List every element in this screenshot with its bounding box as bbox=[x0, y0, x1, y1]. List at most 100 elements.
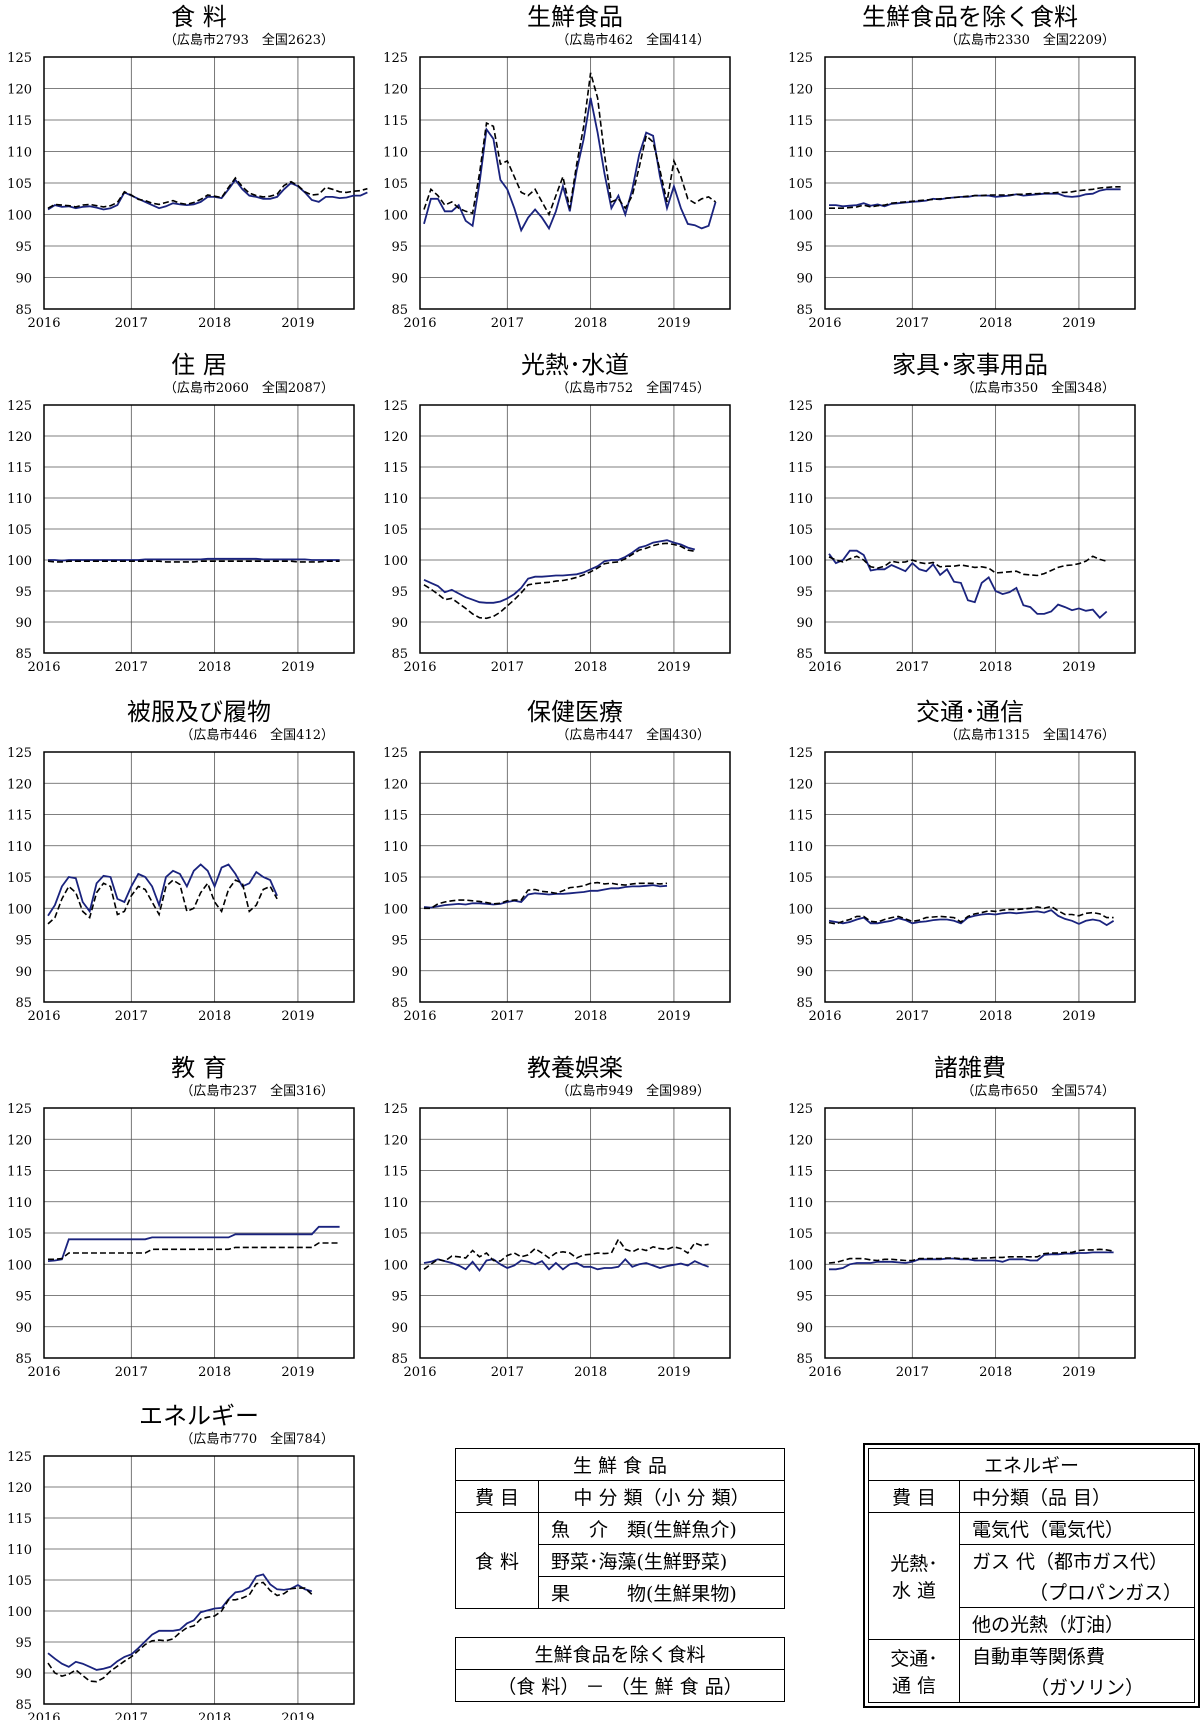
chart-subtitle: （広島市447 全国430） bbox=[556, 727, 710, 743]
y-tick-label: 100 bbox=[383, 209, 408, 224]
series-line-national bbox=[423, 72, 717, 217]
y-tick-label: 105 bbox=[7, 177, 32, 192]
plot-frame bbox=[43, 56, 355, 310]
y-tick-label: 110 bbox=[7, 1543, 32, 1558]
y-tick-label: 125 bbox=[788, 746, 813, 761]
energy-group-transport: 交通･ 通 信 bbox=[868, 1639, 960, 1703]
y-tick-label: 110 bbox=[788, 840, 813, 855]
energy-row-gas: ガス 代（都市ガス代） bbox=[959, 1544, 1195, 1576]
chart-title: 諸雑費 bbox=[934, 1054, 1006, 1082]
y-tick-label: 95 bbox=[15, 240, 32, 255]
y-tick-label: 125 bbox=[788, 399, 813, 414]
plot-frame bbox=[824, 751, 1136, 1003]
plot-frame bbox=[43, 1107, 355, 1359]
x-tick-label: 2016 bbox=[27, 1365, 60, 1380]
y-tick-label: 85 bbox=[15, 996, 32, 1011]
y-tick-label: 115 bbox=[7, 809, 32, 824]
y-tick-label: 95 bbox=[391, 585, 408, 600]
x-tick-label: 2017 bbox=[115, 1009, 148, 1024]
exclude-table-formula: （食 料） － （生 鮮 食 品） bbox=[455, 1669, 785, 1702]
chart-title: 生鮮食品を除く食料 bbox=[862, 3, 1078, 31]
y-tick-label: 105 bbox=[383, 1227, 408, 1242]
y-tick-label: 125 bbox=[788, 1102, 813, 1117]
y-tick-label: 85 bbox=[391, 1352, 408, 1367]
chart-subtitle: （広島市237 全国316） bbox=[180, 1083, 334, 1099]
y-tick-label: 105 bbox=[788, 177, 813, 192]
chart-title: 生鮮食品 bbox=[527, 3, 623, 31]
y-tick-label: 90 bbox=[796, 272, 813, 287]
y-tick-label: 90 bbox=[391, 965, 408, 980]
chart-title: 光熱･水道 bbox=[521, 351, 629, 379]
x-tick-label: 2019 bbox=[657, 660, 690, 675]
y-tick-label: 85 bbox=[15, 1352, 32, 1367]
plot-frame bbox=[43, 1455, 355, 1705]
fresh-food-row: 魚 介 類(生鮮魚介) bbox=[538, 1512, 785, 1545]
x-tick-label: 2016 bbox=[808, 660, 841, 675]
y-tick-label: 105 bbox=[788, 523, 813, 538]
y-tick-label: 85 bbox=[796, 996, 813, 1011]
plot-frame bbox=[824, 56, 1136, 310]
fresh-food-row: 野菜･海藻(生鮮野菜) bbox=[538, 1544, 785, 1577]
y-tick-label: 90 bbox=[15, 1321, 32, 1336]
x-tick-label: 2019 bbox=[1062, 1365, 1095, 1380]
energy-group-transport-line2: 通 信 bbox=[891, 1675, 937, 1697]
x-tick-label: 2017 bbox=[491, 1009, 524, 1024]
y-tick-label: 110 bbox=[788, 146, 813, 161]
x-tick-label: 2016 bbox=[27, 660, 60, 675]
y-tick-label: 120 bbox=[7, 777, 32, 792]
y-tick-label: 85 bbox=[391, 303, 408, 318]
y-tick-label: 105 bbox=[788, 871, 813, 886]
series-line-hiroshima bbox=[47, 1225, 340, 1262]
x-tick-label: 2017 bbox=[115, 1365, 148, 1380]
x-tick-label: 2019 bbox=[1062, 1009, 1095, 1024]
y-tick-label: 115 bbox=[788, 809, 813, 824]
y-tick-label: 105 bbox=[7, 1574, 32, 1589]
x-tick-label: 2017 bbox=[115, 660, 148, 675]
chart-title: 交通･通信 bbox=[916, 698, 1024, 726]
x-tick-label: 2016 bbox=[403, 316, 436, 331]
series-line-national bbox=[47, 560, 340, 563]
y-tick-label: 105 bbox=[383, 871, 408, 886]
chart-panel: 保健医療（広島市447 全国430） 85 90 95 100 105 110 115 120 1… bbox=[383, 698, 731, 1024]
x-tick-label: 2018 bbox=[198, 1009, 231, 1024]
x-tick-label: 2018 bbox=[979, 1365, 1012, 1380]
y-tick-label: 90 bbox=[391, 1321, 408, 1336]
y-tick-label: 120 bbox=[383, 1133, 408, 1148]
y-tick-label: 85 bbox=[796, 647, 813, 662]
fresh-food-row: 果 物(生鮮果物) bbox=[538, 1576, 785, 1609]
series-line-hiroshima bbox=[829, 188, 1121, 208]
chart-title: 教 育 bbox=[171, 1054, 227, 1082]
energy-table-frame: エネルギー 費 目 中分類（品 目） 光熱･ 水 道 電気代（電気代） ガス 代… bbox=[863, 1443, 1200, 1708]
y-tick-label: 95 bbox=[15, 934, 32, 949]
y-tick-label: 110 bbox=[7, 492, 32, 507]
chart-subtitle: （広島市1315 全国1476） bbox=[945, 727, 1115, 743]
y-tick-label: 105 bbox=[383, 523, 408, 538]
x-tick-label: 2016 bbox=[403, 1009, 436, 1024]
y-tick-label: 90 bbox=[391, 272, 408, 287]
y-tick-label: 95 bbox=[796, 934, 813, 949]
y-tick-label: 115 bbox=[7, 461, 32, 476]
chart-subtitle: （広島市770 全国784） bbox=[180, 1431, 334, 1447]
plot-frame bbox=[43, 404, 355, 654]
y-tick-label: 90 bbox=[15, 965, 32, 980]
chart-subtitle: （広島市2330 全国2209） bbox=[945, 32, 1115, 48]
x-tick-label: 2019 bbox=[1062, 316, 1095, 331]
y-tick-label: 115 bbox=[7, 114, 32, 129]
fresh-food-header-right: 中 分 類（小 分 類） bbox=[538, 1480, 785, 1513]
x-tick-label: 2018 bbox=[979, 1009, 1012, 1024]
x-tick-label: 2019 bbox=[657, 1009, 690, 1024]
chart-title: 被服及び履物 bbox=[127, 698, 271, 726]
x-tick-label: 2017 bbox=[896, 660, 929, 675]
x-tick-label: 2018 bbox=[574, 660, 607, 675]
series-line-hiroshima bbox=[47, 1573, 313, 1671]
y-tick-label: 95 bbox=[796, 240, 813, 255]
energy-group-transport-line1: 交通･ bbox=[890, 1648, 938, 1670]
y-tick-label: 90 bbox=[15, 1667, 32, 1682]
x-tick-label: 2018 bbox=[198, 660, 231, 675]
y-tick-label: 100 bbox=[7, 554, 32, 569]
y-tick-label: 125 bbox=[7, 1450, 32, 1465]
y-tick-label: 95 bbox=[391, 1290, 408, 1305]
chart-panel: 光熱･水道（広島市752 全国745） 85 90 95 100 105 110 115 120… bbox=[383, 351, 731, 675]
x-tick-label: 2016 bbox=[808, 316, 841, 331]
chart-subtitle: （広島市2793 全国2623） bbox=[164, 32, 334, 48]
